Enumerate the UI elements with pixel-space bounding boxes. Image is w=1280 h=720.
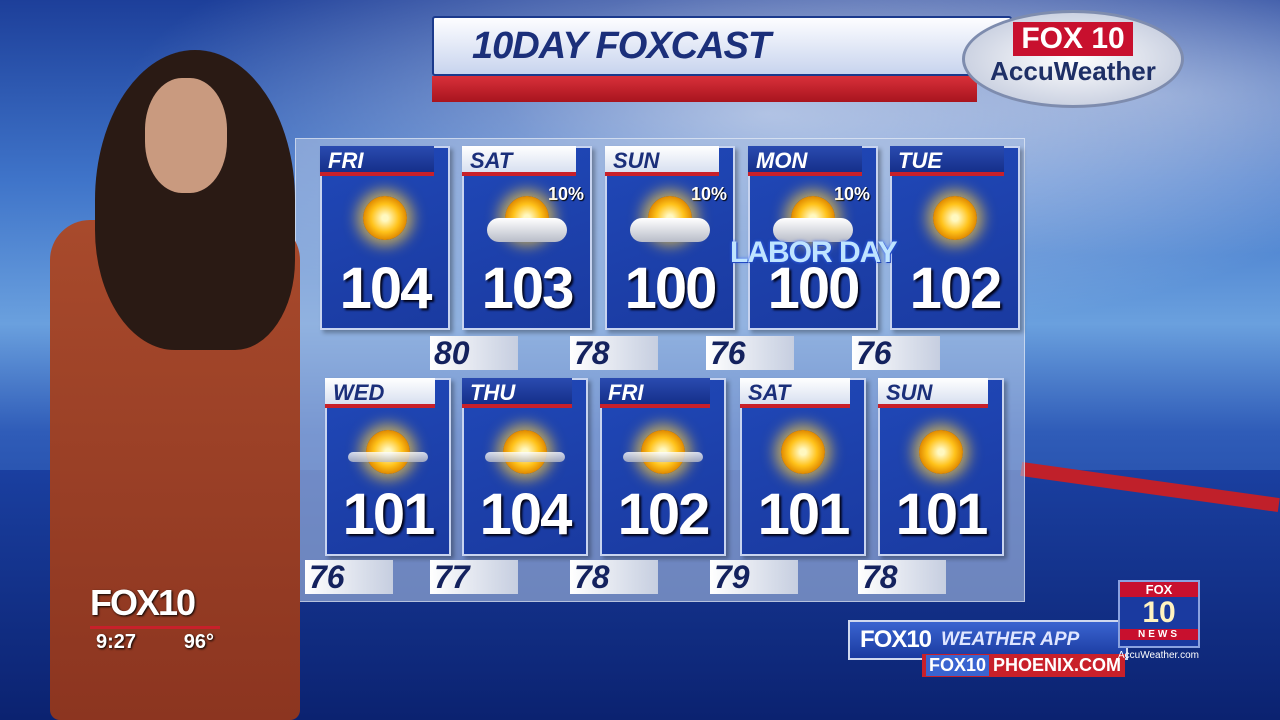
high-temp: 104	[339, 256, 433, 321]
fox10-accuweather-logo: FOX 10 AccuWeather	[962, 10, 1184, 108]
forecast-title-bar: 10DAY FOXCAST	[432, 16, 1012, 76]
promo-station: FOX10	[860, 626, 932, 653]
card-day: FRI	[320, 146, 434, 176]
card-day: TUE	[890, 146, 1004, 176]
low-temp: 79	[710, 560, 798, 594]
high-temp: 100	[624, 256, 718, 321]
news-logo-number: 10	[1142, 596, 1176, 629]
forecast-card-fri: FRI 104	[320, 146, 450, 330]
forecast-card-sat: SAT 101	[740, 378, 866, 556]
title-red-stripe	[432, 76, 977, 102]
news-logo-top: FOX	[1120, 582, 1198, 597]
card-day: SAT	[462, 146, 576, 176]
high-temp: 101	[757, 482, 851, 547]
card-day: THU	[462, 378, 572, 408]
high-temp: 103	[481, 256, 575, 321]
low-temp: 78	[858, 560, 946, 594]
high-temp: 100	[767, 256, 861, 321]
forecast-card-mon: MON 10% 100	[748, 146, 878, 330]
card-day: MON	[748, 146, 862, 176]
high-temp: 102	[909, 256, 1003, 321]
card-day: WED	[325, 378, 435, 408]
precip-chance: 10%	[547, 184, 584, 204]
logo-accuweather: AccuWeather	[990, 55, 1156, 86]
forecast-title: 10DAY FOXCAST	[472, 24, 771, 67]
accuweather-url: AccuWeather.com	[1118, 650, 1199, 661]
forecast-card-fri: FRI 102	[600, 378, 726, 556]
logo-fox10: FOX 10	[1013, 21, 1133, 56]
low-temp: 80	[430, 336, 518, 370]
promo-app: WEATHER APP	[941, 629, 1080, 650]
news-logo-bottom: NEWS	[1120, 629, 1198, 640]
forecast-card-sat: SAT 10% 103	[462, 146, 592, 330]
low-temp: 78	[570, 336, 658, 370]
web-url: PHOENIX.COM	[993, 655, 1122, 675]
bug-time: 9:27	[96, 631, 137, 653]
precip-chance: 10%	[690, 184, 727, 204]
website-promo: FOX10 PHOENIX.COM	[922, 654, 1126, 677]
low-temp: 76	[852, 336, 940, 370]
card-day: FRI	[600, 378, 710, 408]
precip-chance: 10%	[833, 184, 870, 204]
card-day: SUN	[878, 378, 988, 408]
high-temp: 104	[479, 482, 573, 547]
presenter-face	[145, 78, 227, 193]
low-temp: 77	[430, 560, 518, 594]
low-temp: 76	[305, 560, 393, 594]
holiday-label: LABOR DAY	[730, 236, 898, 269]
high-temp: 101	[895, 482, 989, 547]
bug-temp: 96°	[183, 631, 214, 653]
high-temp: 102	[617, 482, 711, 547]
low-temp: 78	[570, 560, 658, 594]
card-day: SUN	[605, 146, 719, 176]
forecast-card-thu: THU 104	[462, 378, 588, 556]
bug-station: FOX10	[90, 582, 196, 623]
low-temp: 76	[706, 336, 794, 370]
forecast-card-wed: WED 101	[325, 378, 451, 556]
card-day: SAT	[740, 378, 850, 408]
forecast-card-sun: SUN 10% 100	[605, 146, 735, 330]
forecast-card-sun: SUN 101	[878, 378, 1004, 556]
fox10-news-logo: FOX 10 NEWS	[1118, 580, 1200, 648]
web-station: FOX10	[926, 655, 990, 676]
station-bug: FOX10 9:27 96°	[90, 582, 220, 654]
weather-app-promo: FOX10 WEATHER APP	[848, 620, 1128, 660]
forecast-card-tue: TUE 102	[890, 146, 1020, 330]
high-temp: 101	[342, 482, 436, 547]
